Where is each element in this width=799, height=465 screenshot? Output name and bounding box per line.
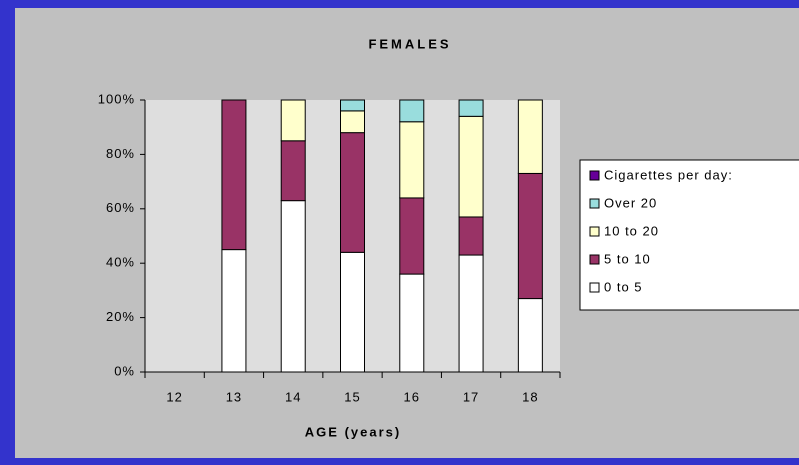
x-tick-label: 17 [463,389,479,404]
legend-swatch [589,198,600,209]
legend-label: Over 20 [604,195,657,210]
x-tick-label: 12 [166,389,182,404]
legend [579,159,799,311]
legend-label: 10 to 20 [604,223,659,238]
bar-segment [517,99,543,174]
bar-segment [280,140,306,202]
y-tick-label: 0% [114,363,135,378]
bar-segment [340,99,365,112]
bar-segment [517,172,543,300]
bar-segment [399,197,425,275]
legend-label: 5 to 10 [604,251,651,266]
bar-segment [399,121,425,199]
x-tick-label: 16 [404,389,420,404]
y-tick-label: 60% [106,200,135,215]
bar-segment [458,115,484,218]
legend-label: 0 to 5 [604,279,643,294]
bar-segment [517,298,543,373]
x-tick-label: 13 [226,389,242,404]
bar-segment [340,110,365,134]
legend-swatch [589,170,600,181]
bar-segment [280,99,306,142]
legend-title: Cigarettes per day: [604,167,733,182]
bar-segment [340,251,365,373]
x-axis-label: AGE (years) [305,424,401,439]
bar-segment [221,249,247,373]
y-tick-label: 100% [98,91,135,106]
x-tick-label: 18 [522,389,538,404]
bar-segment [458,99,484,117]
bar-segment [399,273,425,373]
bar-segment [458,254,484,373]
bar-segment [458,216,484,256]
y-tick-label: 40% [106,255,135,270]
y-tick-label: 20% [106,309,135,324]
x-tick-label: 14 [285,389,301,404]
bar-segment [399,99,425,123]
legend-swatch [589,282,600,293]
legend-swatch [589,254,600,265]
bar-segment [340,132,365,253]
bar-segment [280,200,306,373]
bar-segment [221,99,247,251]
y-tick-label: 80% [106,146,135,161]
legend-swatch [589,226,600,237]
chart-title: FEMALES [368,36,451,51]
x-tick-label: 15 [344,389,360,404]
